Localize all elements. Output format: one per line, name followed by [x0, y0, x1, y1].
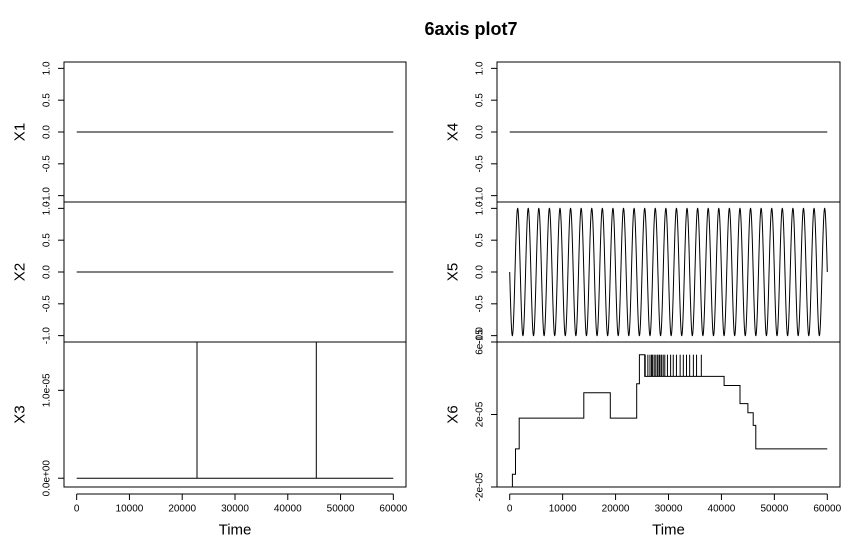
y-tick-label: 0.0e+00 — [42, 460, 53, 497]
y-tick-label: -1.0 — [475, 327, 486, 345]
y-tick-label: -1.0 — [42, 187, 53, 205]
y-axis-label: X2 — [12, 263, 29, 281]
y-axis-label: X4 — [445, 123, 462, 141]
x-tick-label: 0 — [74, 504, 80, 515]
x-tick-label: 40000 — [708, 504, 736, 515]
y-tick-label: 1.0e-05 — [42, 373, 53, 407]
y-tick-label: -0.5 — [475, 295, 486, 313]
x-tick-label: 10000 — [549, 504, 577, 515]
series-line — [511, 354, 828, 487]
y-tick-label: 1.0 — [42, 61, 53, 75]
x-tick-label: 20000 — [168, 504, 196, 515]
x-tick-label: 20000 — [602, 504, 630, 515]
x-axis-label: Time — [652, 522, 685, 539]
series-group — [76, 342, 394, 479]
y-axis-label: X5 — [445, 263, 462, 281]
x-tick-label: 50000 — [327, 504, 355, 515]
y-tick-label: -0.5 — [42, 155, 53, 173]
figure-title: 6axis plot7 — [424, 19, 517, 39]
x-tick-label: 60000 — [379, 504, 407, 515]
y-tick-label: 0.5 — [475, 233, 486, 247]
y-tick-label: 0.0 — [42, 125, 53, 139]
y-tick-label: -0.5 — [475, 155, 486, 173]
y-tick-label: 2e-05 — [475, 401, 486, 427]
panel-frame — [63, 341, 407, 488]
y-tick-label: 0.0 — [475, 125, 486, 139]
series-group — [509, 207, 828, 337]
x-tick-label: 40000 — [274, 504, 302, 515]
y-tick-label: -1.0 — [475, 187, 486, 205]
y-tick-label: -0.5 — [42, 295, 53, 313]
panel-x4: -1.0 -0.5 0.0 0.5 1.0 X4 — [445, 61, 841, 204]
y-axis-label: X6 — [445, 405, 462, 423]
y-tick-label: 1.0 — [42, 201, 53, 215]
y-tick-label: 6e-05 — [475, 329, 486, 355]
x-tick-label: 50000 — [760, 504, 788, 515]
y-tick-label: 1.0 — [475, 201, 486, 215]
series-line — [509, 207, 828, 337]
x-tick-label: 30000 — [655, 504, 683, 515]
y-tick-label: 0.5 — [42, 233, 53, 247]
y-tick-label: 0.5 — [475, 93, 486, 107]
chart-column-left: -1.0 -0.5 0.0 0.5 1.0 X1 -1.0 -0.5 0.0 0.5 1.0 X2 0.… — [12, 61, 408, 539]
y-tick-label: 0.0 — [475, 265, 486, 279]
series-group — [511, 354, 828, 487]
y-axis-label: X3 — [12, 405, 29, 423]
x-tick-label: 10000 — [116, 504, 144, 515]
x-axis: 0 10000 20000 30000 40000 50000 60000 Time — [507, 493, 842, 539]
y-axis-label: X1 — [12, 123, 29, 141]
panel-x6: -2e-05 2e-05 6e-05 X6 0 10000 20000 30000 40000 5… — [445, 329, 842, 539]
y-tick-label: 1.0 — [475, 61, 486, 75]
y-tick-label: -1.0 — [42, 327, 53, 345]
plots-layer: -1.0 -0.5 0.0 0.5 1.0 X1 -1.0 -0.5 0.0 0.5 1.0 X2 0.… — [12, 61, 842, 539]
x-axis: 0 10000 20000 30000 40000 50000 60000 Time — [74, 493, 408, 539]
y-tick-label: 0.5 — [42, 93, 53, 107]
panel-x3: 0.0e+00 1.0e-05 X3 0 10000 20000 30000 40000 500… — [12, 341, 408, 539]
panel-x5: -1.0 -0.5 0.0 0.5 1.0 X5 — [445, 201, 841, 344]
series-line — [76, 342, 394, 479]
x-tick-label: 0 — [507, 504, 513, 515]
chart-column-right: -1.0 -0.5 0.0 0.5 1.0 X4 -1.0 -0.5 0.0 0.5 1.0 X5 -2… — [445, 61, 842, 539]
x-tick-label: 60000 — [813, 504, 841, 515]
x-tick-label: 30000 — [221, 504, 249, 515]
y-tick-label: -2e-05 — [475, 472, 486, 501]
x-axis-label: Time — [219, 522, 252, 539]
y-tick-label: 0.0 — [42, 265, 53, 279]
